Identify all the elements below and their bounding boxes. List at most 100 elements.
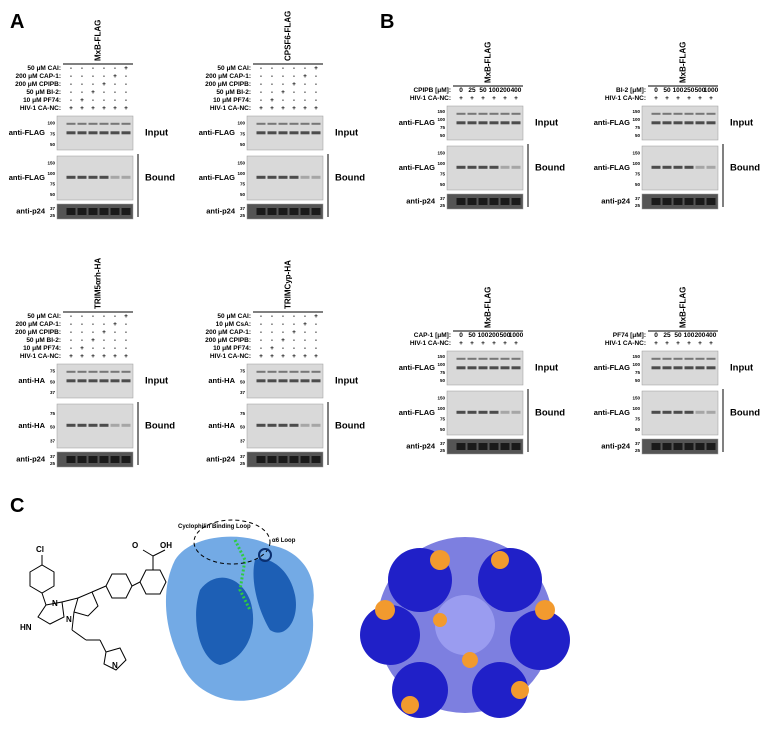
band (311, 456, 321, 463)
size-marker: 150 (237, 161, 245, 166)
band (511, 112, 521, 115)
band (695, 121, 705, 125)
size-marker: 150 (437, 151, 445, 156)
condition-sign: - (92, 65, 94, 72)
band (478, 357, 488, 360)
size-marker: 50 (440, 182, 446, 187)
band (673, 357, 683, 360)
band (662, 357, 672, 360)
condition-label: HIV-1 CA-NC: (605, 340, 646, 347)
antibody-label: anti-p24 (16, 206, 46, 215)
band (88, 175, 98, 179)
band (300, 175, 310, 179)
condition-sign: - (70, 337, 72, 344)
condition-label: 10 μM CsA: (216, 321, 251, 328)
condition-sign: + (80, 345, 84, 352)
panel-title: MxB-FLAG (679, 287, 688, 328)
antibody-label: anti-p24 (601, 441, 631, 450)
band (662, 165, 672, 169)
atom-label: N (66, 615, 72, 624)
size-marker: 100 (632, 117, 640, 122)
condition-label: 200 μM CAP-1: (205, 73, 251, 80)
band (289, 208, 299, 215)
condition-sign: - (282, 313, 284, 320)
band (278, 131, 288, 135)
band (77, 423, 87, 427)
condition-label: 200 μM CPIPB: (15, 329, 61, 336)
antibody-label: anti-p24 (601, 196, 631, 205)
band (77, 175, 87, 179)
band (684, 198, 694, 205)
condition-sign: + (303, 105, 307, 112)
condition-sign: - (260, 81, 262, 88)
size-marker: 150 (437, 354, 445, 359)
condition-sign: - (260, 321, 262, 328)
band (500, 366, 510, 370)
band (99, 208, 109, 215)
band (706, 198, 716, 205)
band (511, 165, 521, 169)
condition-sign: - (271, 329, 273, 336)
size-marker: 75 (50, 131, 56, 136)
antibody-label: anti-p24 (206, 206, 236, 215)
condition-sign: + (91, 353, 95, 360)
condition-sign: + (91, 89, 95, 96)
condition-sign: + (69, 353, 73, 360)
size-marker: 50 (635, 378, 641, 383)
band (256, 131, 266, 135)
condition-sign: + (270, 353, 274, 360)
atom-label: O (132, 541, 138, 550)
condition-sign: 200 (489, 332, 500, 339)
condition-label: HIV-1 CA-NC: (20, 353, 61, 360)
antibody-label: anti-p24 (406, 441, 436, 450)
condition-label: 200 μM CPIPB: (205, 337, 251, 344)
band (706, 443, 716, 450)
condition-sign: 50 (468, 332, 476, 339)
band (478, 112, 488, 115)
band (500, 410, 510, 414)
condition-sign: + (80, 97, 84, 104)
condition-sign: + (503, 95, 507, 102)
fraction-label: Input (730, 118, 754, 129)
condition-sign: + (654, 340, 658, 347)
size-marker: 50 (50, 425, 56, 430)
condition-sign: - (293, 313, 295, 320)
size-marker: 150 (47, 161, 55, 166)
band (684, 165, 694, 169)
condition-sign: + (281, 353, 285, 360)
band (66, 370, 76, 373)
condition-sign: + (676, 95, 680, 102)
condition-sign: + (654, 95, 658, 102)
band (300, 122, 310, 125)
antibody-label: anti-FLAG (9, 128, 45, 137)
condition-sign: - (293, 321, 295, 328)
condition-sign: - (260, 313, 262, 320)
band (278, 379, 288, 383)
band (311, 379, 321, 383)
condition-sign: - (114, 97, 116, 104)
condition-sign: - (271, 89, 273, 96)
size-marker: 37 (50, 206, 56, 211)
condition-label: 10 μM PF74: (23, 97, 61, 104)
band (662, 198, 672, 205)
condition-sign: + (80, 105, 84, 112)
band (77, 379, 87, 383)
condition-sign: - (114, 329, 116, 336)
condition-sign: + (687, 95, 691, 102)
condition-sign: 100 (673, 87, 684, 94)
condition-sign: - (293, 345, 295, 352)
band (256, 370, 266, 373)
condition-sign: - (81, 65, 83, 72)
condition-sign: + (102, 329, 106, 336)
fraction-label: Bound (535, 408, 565, 419)
condition-label: 50 μM CAI: (217, 313, 251, 320)
band (684, 443, 694, 450)
condition-sign: - (271, 321, 273, 328)
size-marker: 50 (440, 378, 446, 383)
condition-sign: + (113, 321, 117, 328)
antibody-label: anti-p24 (16, 454, 46, 463)
condition-sign: + (124, 353, 128, 360)
condition-sign: - (92, 321, 94, 328)
band (311, 175, 321, 179)
size-marker: 75 (50, 411, 56, 416)
